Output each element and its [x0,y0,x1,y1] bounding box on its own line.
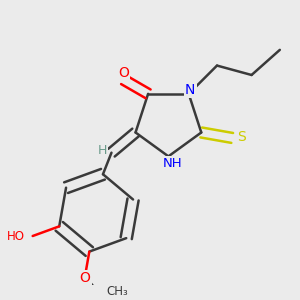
Text: N: N [185,83,196,97]
Text: S: S [237,130,245,144]
Text: O: O [80,271,90,285]
Text: H: H [98,144,107,157]
Text: O: O [118,66,129,80]
Text: CH₃: CH₃ [106,285,128,298]
Text: HO: HO [7,230,25,242]
Text: NH: NH [162,157,182,170]
